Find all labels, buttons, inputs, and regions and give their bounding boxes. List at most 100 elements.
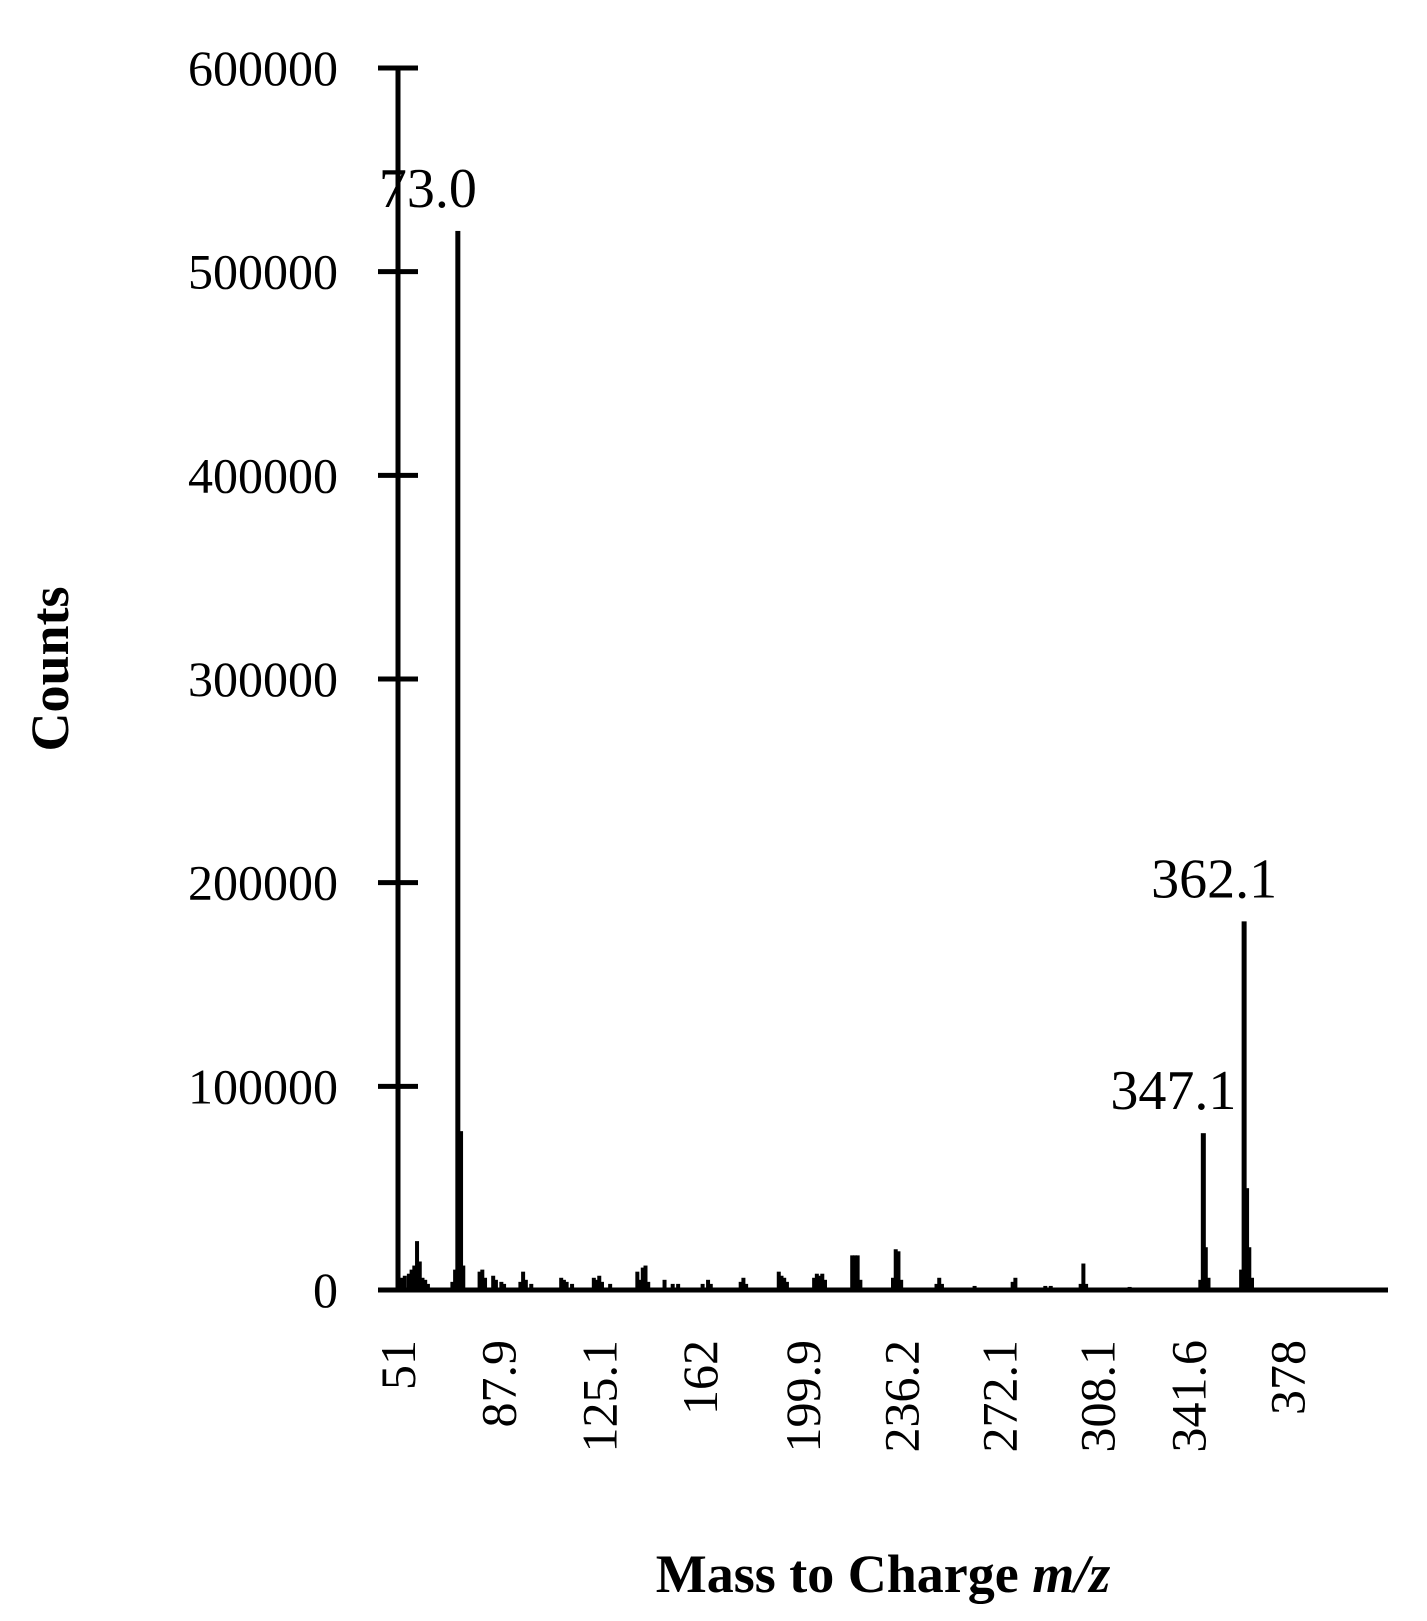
spectrum-bar — [1013, 1277, 1018, 1290]
x-tick-label: 51 — [370, 1340, 426, 1390]
spectrum-bar — [784, 1281, 789, 1290]
spectrum-bar — [855, 1255, 860, 1290]
spectrum-bar — [858, 1279, 863, 1290]
spectrum-bar — [817, 1275, 822, 1290]
x-tick-label: 162 — [672, 1340, 728, 1415]
y-tick-label: 400000 — [188, 447, 338, 503]
spectrum-bar — [559, 1277, 564, 1290]
spectrum-bar — [502, 1283, 507, 1290]
y-tick-label: 600000 — [188, 40, 338, 96]
spectrum-bar — [1084, 1283, 1089, 1290]
spectrum-bar — [638, 1279, 643, 1290]
y-tick-labels: 0 100000 200000 300000 400000 500000 600000 — [188, 40, 338, 1318]
spectrum-bar — [564, 1281, 569, 1290]
spectrum-bar — [425, 1283, 430, 1290]
spectrum-bar — [662, 1279, 667, 1290]
y-tick-label: 0 — [313, 1262, 338, 1318]
spectrum-bar — [823, 1279, 828, 1290]
spectrum-bar — [597, 1275, 602, 1290]
spectrum-bar — [570, 1283, 575, 1290]
peak-labels: 73.0 347.1 362.1 — [379, 158, 1277, 1122]
spectrum-bar — [523, 1279, 528, 1290]
spectrum-bar — [1206, 1277, 1211, 1290]
spectrum-bar — [450, 1281, 455, 1290]
spectrum-bar — [850, 1255, 855, 1290]
peak-label: 362.1 — [1151, 848, 1277, 910]
spectrum-bar — [412, 1265, 417, 1290]
x-axis-title-text: Mass to Charge — [656, 1544, 1032, 1604]
x-tick-label: 341.6 — [1160, 1340, 1216, 1453]
spectrum-bar — [409, 1269, 414, 1290]
x-axis-title-unit: m/z — [1032, 1544, 1110, 1604]
spectrum-bar — [493, 1279, 498, 1290]
y-tick-label: 100000 — [188, 1058, 338, 1114]
spectrum-bar — [518, 1281, 523, 1290]
spectrum-bar — [608, 1283, 613, 1290]
spectrum-bar — [400, 1277, 405, 1290]
spectrum-bar — [1081, 1263, 1086, 1290]
spectrum-bar — [491, 1275, 496, 1290]
spectrum-bar — [1203, 1247, 1208, 1290]
spectrum-bar — [1239, 1269, 1244, 1290]
spectrum-bar — [453, 1269, 458, 1290]
spectrum-bar — [480, 1269, 485, 1290]
spectrum-bar — [1247, 1247, 1252, 1290]
spectrum-bar — [1241, 921, 1247, 1290]
spectrum-bar — [1244, 1188, 1250, 1290]
spectrum-bar — [1010, 1281, 1015, 1290]
spectrum-bar — [415, 1241, 420, 1290]
spectrum-bar — [852, 1255, 857, 1290]
y-tick-label: 200000 — [188, 855, 338, 911]
spectrum-bar — [814, 1273, 819, 1290]
x-tick-label: 272.1 — [971, 1340, 1027, 1453]
spectrum-bar — [708, 1283, 713, 1290]
spectrum-bar — [706, 1279, 711, 1290]
spectrum-bar — [477, 1271, 482, 1290]
spectrum-bar — [893, 1249, 898, 1290]
spectrum-bar — [812, 1277, 817, 1290]
spectrum-bar — [891, 1277, 895, 1290]
x-tick-label: 308.1 — [1069, 1340, 1125, 1453]
spectrum-bar — [676, 1283, 681, 1290]
spectrum-bar — [455, 230, 461, 1290]
peak-label: 347.1 — [1110, 1060, 1236, 1122]
spectrum-bar — [499, 1281, 504, 1290]
spectrum-bar — [1078, 1283, 1083, 1290]
spectrum-bar — [643, 1265, 648, 1290]
spectrum-bar — [521, 1271, 526, 1290]
spectrum-bar — [741, 1277, 746, 1290]
spectrum-bar — [744, 1283, 749, 1290]
x-tick-label: 199.9 — [775, 1340, 831, 1453]
y-axis-title: Counts — [20, 586, 80, 751]
spectrum-bar — [635, 1271, 640, 1290]
spectrum-bar — [738, 1281, 743, 1290]
spectrum-bar — [782, 1277, 787, 1290]
spectrum-bar — [896, 1251, 901, 1290]
spectrum-bar — [899, 1279, 904, 1290]
spectrum-bar — [458, 1131, 464, 1290]
x-tick-label: 378 — [1259, 1340, 1315, 1415]
x-tick-labels: 51 87.9 125.1 162 199.9 236.2 272.1 308.1 341.6 3… — [370, 1340, 1315, 1453]
spectrum-bar — [461, 1265, 466, 1290]
spectrum-bar — [594, 1279, 599, 1290]
spectrum-bar — [599, 1281, 604, 1290]
spectrum-bar — [937, 1277, 942, 1290]
spectrum-bar — [1198, 1279, 1203, 1290]
spectrum-bar — [670, 1283, 675, 1290]
peak-label: 73.0 — [379, 158, 477, 220]
x-tick-label: 87.9 — [470, 1340, 526, 1428]
spectrum-bar — [820, 1273, 825, 1290]
x-tick-label: 125.1 — [572, 1340, 628, 1453]
spectrum-bar — [1250, 1277, 1255, 1290]
x-tick-label: 236.2 — [874, 1340, 930, 1453]
spectrum-bar — [529, 1283, 534, 1290]
spectrum-bar — [934, 1283, 939, 1290]
spectrum-bar — [591, 1277, 596, 1290]
spectrum-bar — [420, 1277, 425, 1290]
spectrum-bar — [700, 1283, 705, 1290]
spectrum-bar — [1200, 1133, 1206, 1290]
spectrum-bar — [402, 1275, 407, 1290]
y-tick-label: 300000 — [188, 651, 338, 707]
spectrum-bar — [417, 1261, 422, 1290]
